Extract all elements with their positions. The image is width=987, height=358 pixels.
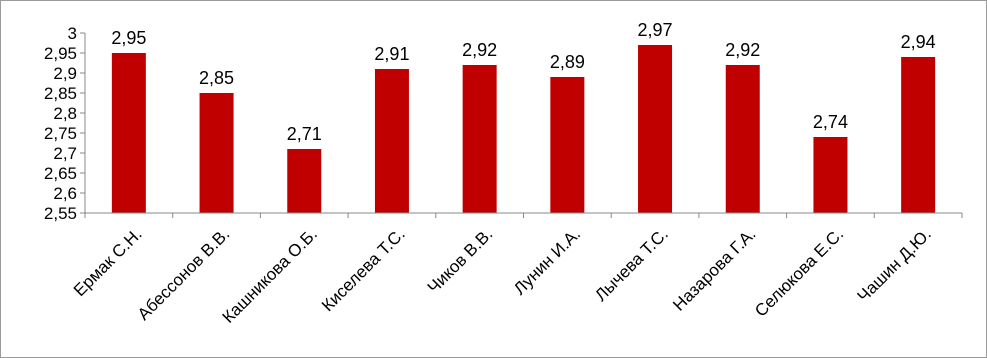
- bar: [901, 57, 936, 213]
- bar: [725, 65, 760, 213]
- data-label: 2,89: [550, 52, 585, 72]
- y-tick-label: 2,7: [53, 144, 77, 163]
- y-tick-label: 2,9: [53, 64, 77, 83]
- data-label: 2,92: [725, 40, 760, 60]
- x-tick-label: Киселева Т.С.: [318, 224, 409, 315]
- data-labels: 2,95 2,85 2,71 2,91 2,92 2,89 2,97 2,92 2,74 2,94: [111, 20, 935, 144]
- y-axis: 2,552,62,652,72,752,82,852,92,953: [44, 24, 86, 223]
- data-label: 2,74: [813, 112, 848, 132]
- x-tick-label: Чашин Д.Ю.: [854, 224, 935, 305]
- bar: [199, 93, 234, 213]
- data-label: 2,94: [901, 32, 936, 52]
- x-axis: Ермак С.Н.Абессонов В.В.Кашникова О.Б.Ки…: [70, 212, 963, 327]
- x-tick-label: Лунин И.А.: [510, 224, 584, 298]
- x-tick-label: Лычева Т.С.: [591, 224, 672, 305]
- data-label: 2,95: [111, 28, 146, 48]
- x-tick-label: Абессонов В.В.: [134, 224, 234, 324]
- bar: [111, 53, 146, 213]
- y-tick-label: 2,55: [44, 204, 77, 223]
- bar: [287, 149, 322, 213]
- y-tick-label: 2,65: [44, 164, 77, 183]
- y-tick-label: 2,85: [44, 84, 77, 103]
- data-label: 2,91: [374, 44, 409, 64]
- x-tick-label: Ермак С.Н.: [70, 224, 146, 300]
- y-tick-label: 2,8: [53, 104, 77, 123]
- bar: [550, 77, 585, 213]
- bar: [462, 65, 497, 213]
- y-tick-label: 3: [68, 24, 77, 43]
- x-tick-label: Чиков В.В.: [424, 224, 497, 297]
- data-label: 2,85: [199, 68, 234, 88]
- y-tick-label: 2,6: [53, 184, 77, 203]
- bar: [638, 45, 673, 213]
- data-label: 2,97: [638, 20, 673, 40]
- x-tick-label: Селюкова Е.С.: [751, 224, 847, 320]
- data-label: 2,71: [287, 124, 322, 144]
- data-label: 2,92: [462, 40, 497, 60]
- y-tick-label: 2,75: [44, 124, 77, 143]
- bars: [111, 45, 936, 213]
- x-tick-label: Назарова Г.А.: [669, 224, 759, 314]
- bar: [813, 137, 848, 213]
- y-tick-label: 2,95: [44, 44, 77, 63]
- bar: [374, 69, 409, 213]
- x-tick-label: Кашникова О.Б.: [219, 224, 321, 326]
